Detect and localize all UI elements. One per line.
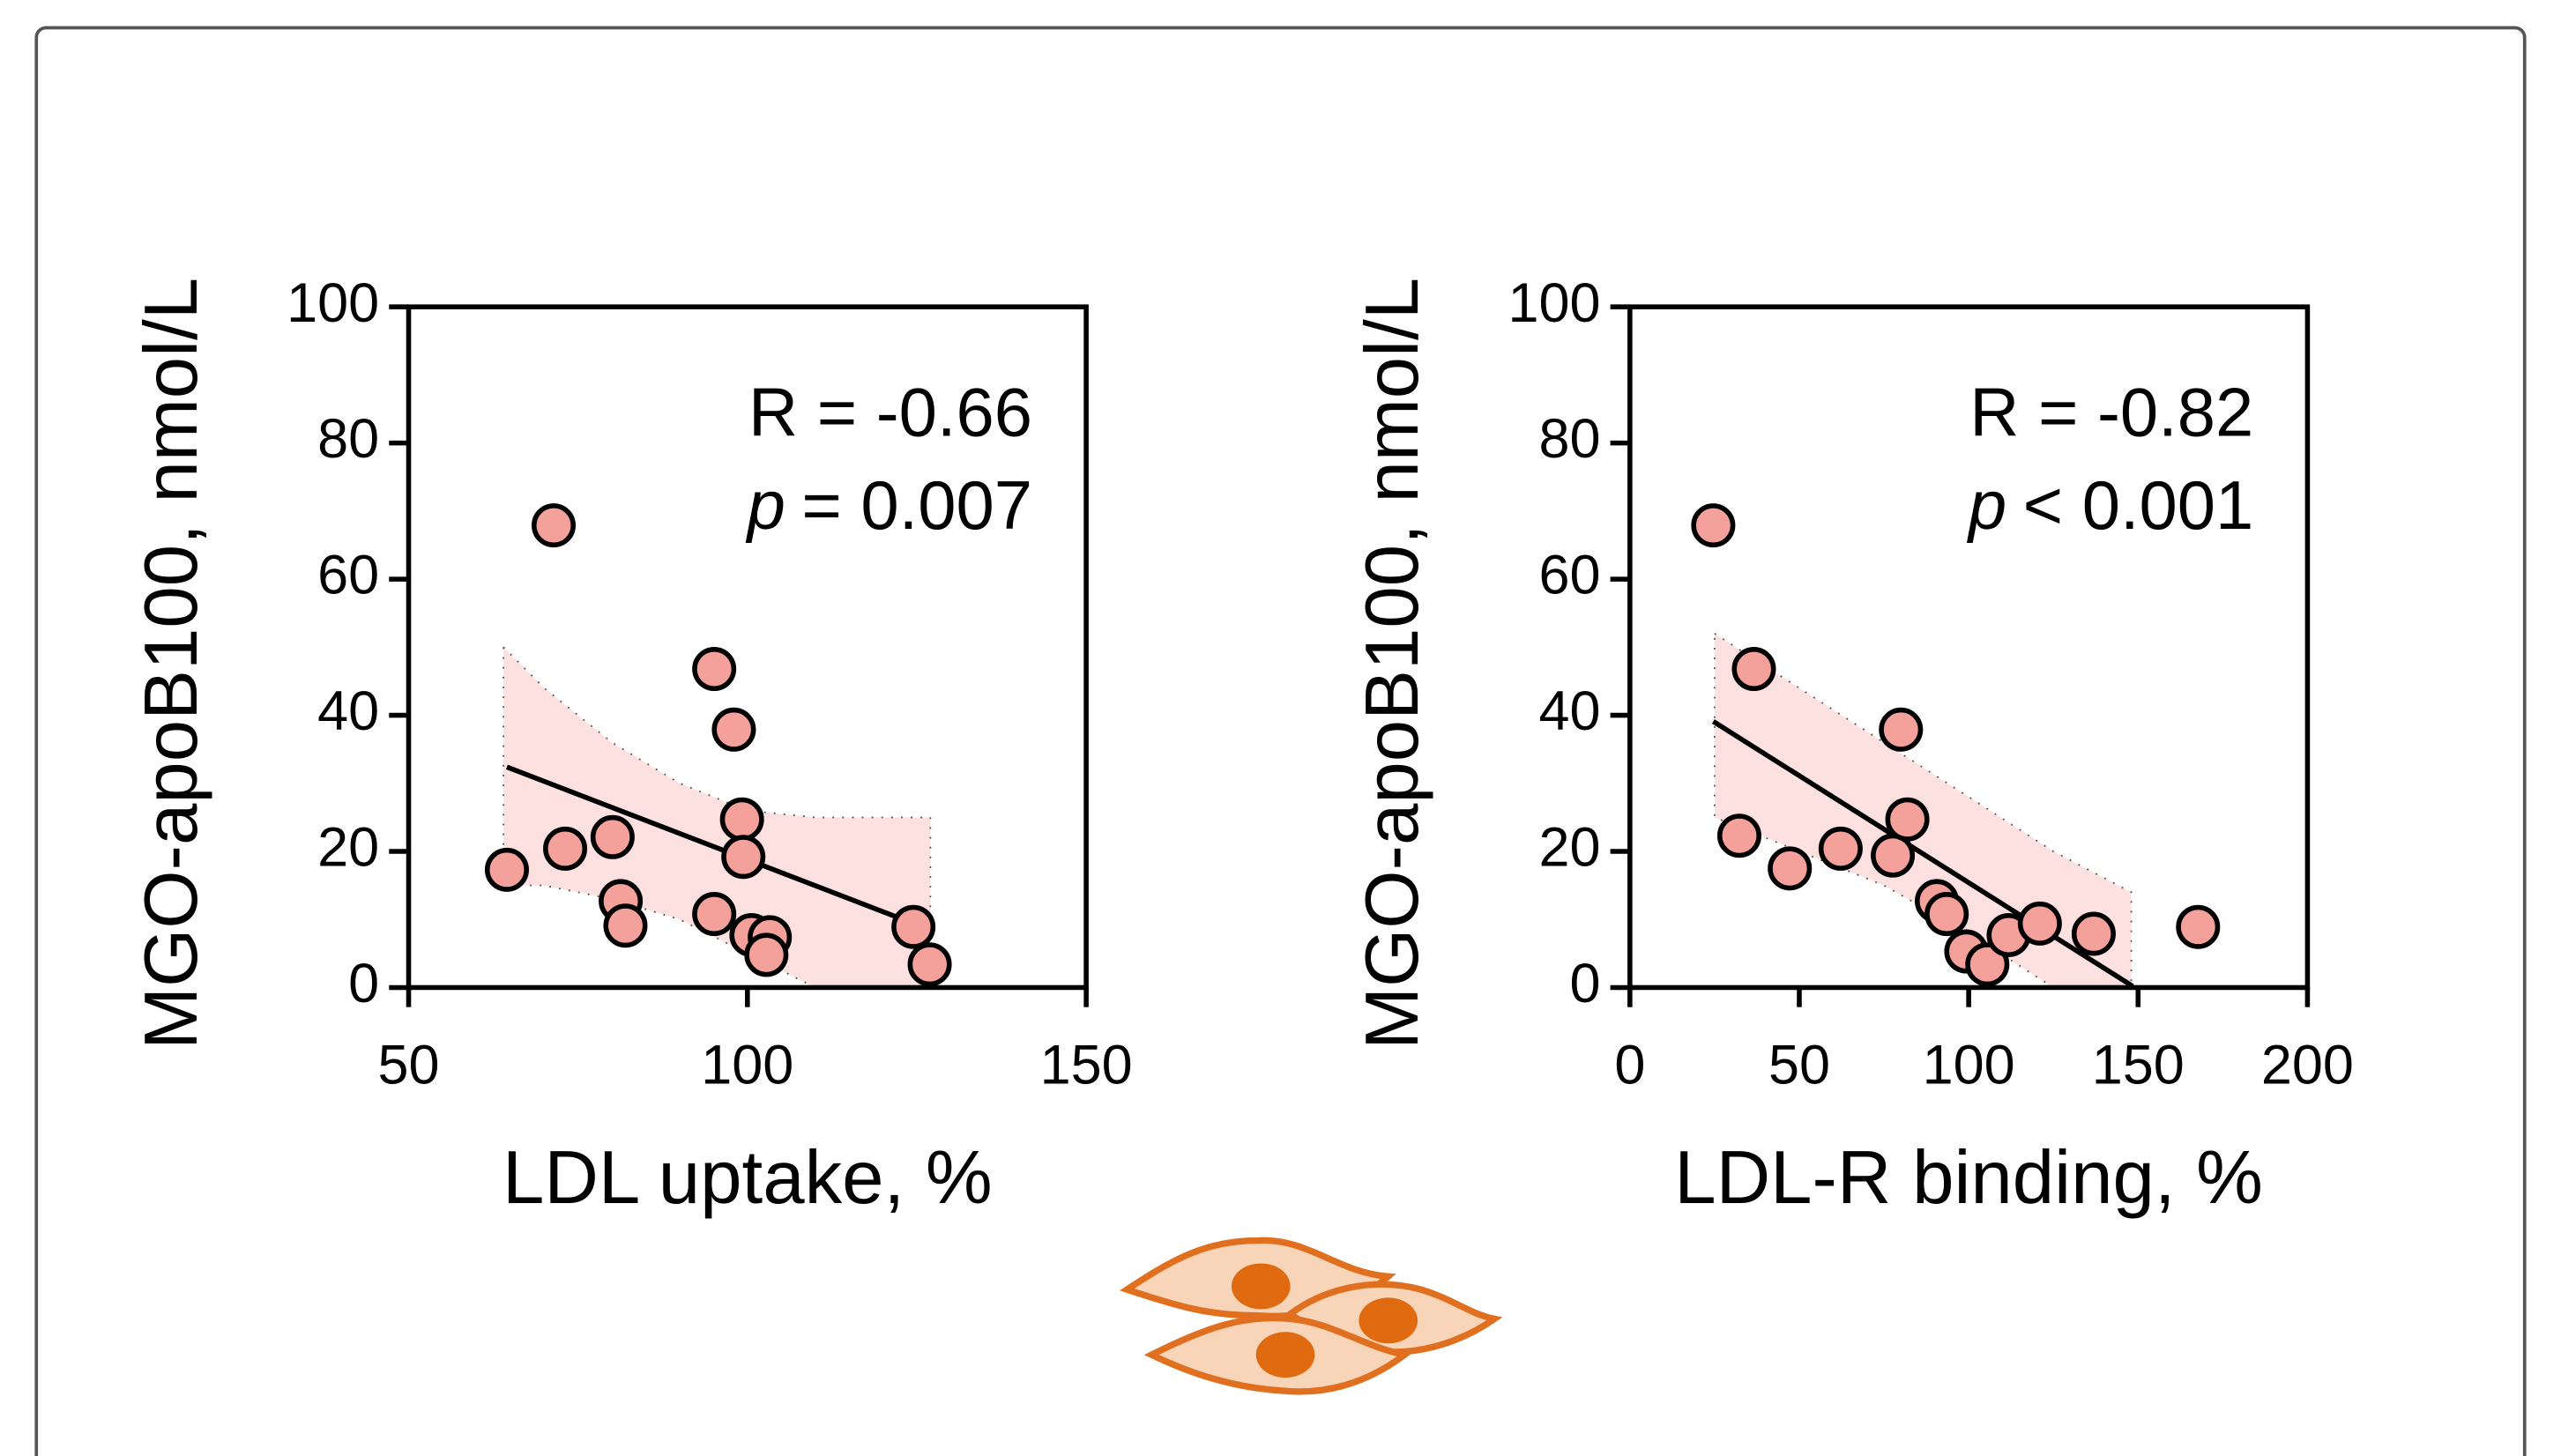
data-point: [1731, 647, 1776, 692]
annotation-r: R = -0.82: [1969, 375, 2253, 450]
x-tick-label: 100: [701, 1035, 793, 1096]
data-point: [692, 647, 737, 692]
annotation-p: p = 0.007: [746, 468, 1032, 544]
data-point: [531, 503, 577, 548]
data-point: [1924, 892, 1969, 937]
p-value: = 0.007: [801, 468, 1032, 544]
y-tick-label: 60: [317, 545, 379, 606]
x-tick-label: 50: [1768, 1035, 1830, 1096]
data-point: [721, 835, 766, 880]
data-point: [1818, 826, 1863, 871]
regression-line: [1711, 719, 2134, 988]
p-symbol: p: [1967, 468, 2006, 544]
y-tick-label: 100: [1508, 272, 1600, 334]
data-point: [891, 904, 936, 949]
data-point: [1768, 846, 1813, 891]
y-tick-label: 20: [317, 817, 379, 879]
chart: 0 20 40 60 80 100 0 50 100 150 200 LDL-R binding, %…: [1351, 272, 2354, 1220]
y-tick-label: 40: [1538, 680, 1600, 742]
y-tick-label: 40: [317, 680, 379, 742]
data-point: [603, 903, 648, 948]
y-tick-label: 80: [317, 408, 379, 470]
y-tick-label: 100: [287, 272, 379, 334]
x-axis-label: LDL uptake, %: [503, 1136, 993, 1220]
x-tick-label: 50: [378, 1035, 440, 1096]
data-point: [2071, 911, 2116, 956]
data-point: [907, 942, 952, 987]
data-point: [1691, 503, 1736, 548]
data-point: [484, 847, 529, 892]
y-axis-label: MGO-apoB100, nmol/L: [1351, 278, 1434, 1050]
regression-line: [505, 764, 931, 932]
cell-icon: [1120, 1237, 1503, 1395]
data-point: [692, 892, 737, 937]
x-tick-label: 0: [1614, 1035, 1645, 1096]
chart: 0 20 40 60 80 100 50 100 150 LDL uptake, % MGO-apo…: [130, 272, 1133, 1220]
nucleus: [1359, 1297, 1418, 1344]
data-point: [719, 797, 764, 842]
data-point: [1885, 797, 1930, 842]
nucleus: [1255, 1332, 1315, 1378]
data-point: [1879, 707, 1924, 752]
data-point: [744, 932, 789, 977]
frame: [34, 26, 2527, 1456]
p-symbol: p: [746, 468, 785, 544]
x-tick-label: 150: [2092, 1035, 2185, 1096]
data-point: [2176, 904, 2221, 949]
x-axis-label: LDL-R binding, %: [1674, 1136, 2263, 1220]
y-tick-label: 0: [348, 953, 379, 1014]
x-tick-label: 150: [1040, 1035, 1133, 1096]
x-tick-label: 100: [1923, 1035, 2015, 1096]
y-axis-label: MGO-apoB100, nmol/L: [130, 278, 213, 1050]
y-tick-label: 20: [1538, 817, 1600, 879]
data-point: [2017, 901, 2062, 946]
data-point: [543, 826, 588, 871]
data-point: [711, 707, 756, 752]
y-tick-label: 80: [1538, 408, 1600, 470]
x-tick-label: 200: [2261, 1035, 2354, 1096]
y-tick-label: 0: [1569, 953, 1600, 1014]
annotation-r: R = -0.66: [748, 375, 1032, 450]
data-point: [1716, 813, 1761, 858]
y-tick-label: 60: [1538, 545, 1600, 606]
data-point: [1871, 833, 1916, 878]
nucleus: [1231, 1263, 1291, 1310]
annotation-p: p < 0.001: [1967, 468, 2253, 544]
data-point: [1965, 942, 2010, 987]
data-point: [590, 814, 635, 859]
confidence-band: [503, 645, 932, 988]
p-value: < 0.001: [2023, 468, 2254, 544]
